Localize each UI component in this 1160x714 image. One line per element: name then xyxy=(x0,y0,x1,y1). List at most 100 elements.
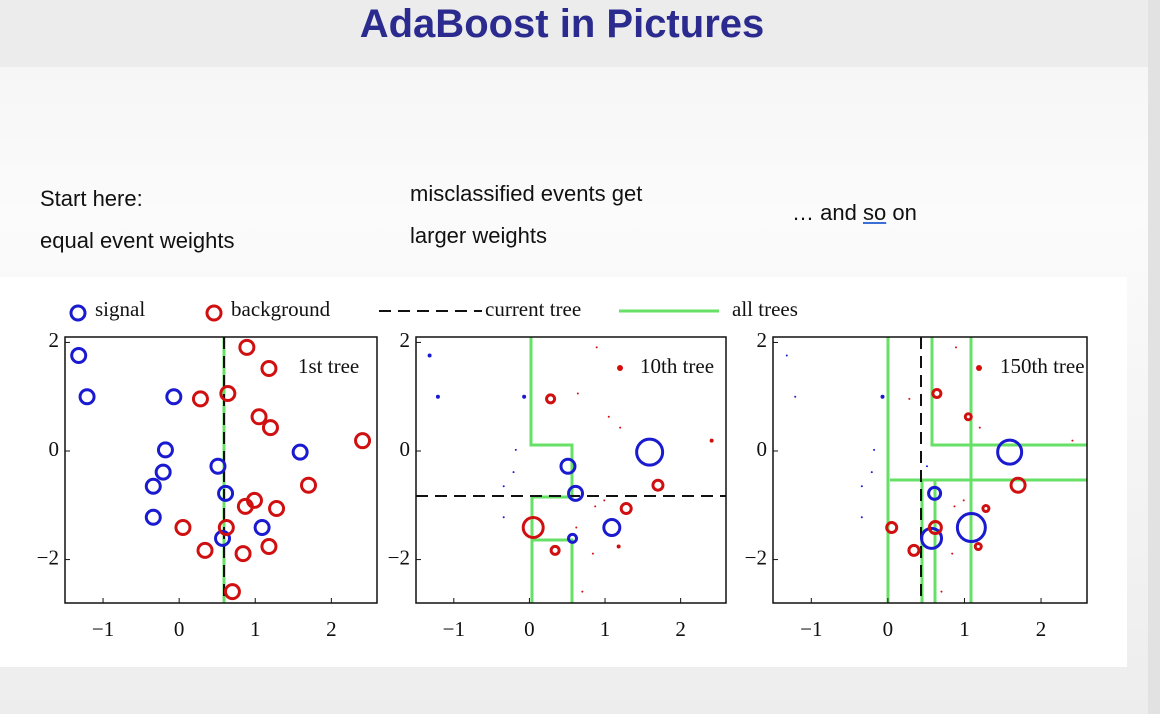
event-marker xyxy=(602,518,622,538)
event-marker xyxy=(885,521,899,535)
event-marker xyxy=(927,485,943,501)
x-tick-label: 0 xyxy=(524,617,535,641)
event-marker xyxy=(209,457,227,475)
event-marker xyxy=(785,354,788,357)
event-marker xyxy=(595,346,598,349)
event-marker xyxy=(962,499,965,502)
event-marker xyxy=(873,448,876,451)
event-marker xyxy=(925,465,928,468)
event-marker xyxy=(940,590,943,593)
x-tick-label: −1 xyxy=(443,617,465,641)
plot-frame xyxy=(772,336,1088,604)
event-marker xyxy=(908,397,911,400)
event-marker xyxy=(78,388,96,406)
event-marker xyxy=(238,338,256,356)
event-marker xyxy=(619,426,622,429)
tree-label: 10th tree xyxy=(640,354,714,378)
y-tick-label: 0 xyxy=(49,437,60,461)
event-marker xyxy=(907,543,921,557)
event-marker xyxy=(236,497,254,515)
x-tick-label: −1 xyxy=(92,617,114,641)
event-marker xyxy=(709,438,714,443)
event-marker xyxy=(567,532,579,544)
event-marker xyxy=(154,463,172,481)
event-marker xyxy=(144,477,162,495)
caption-line: … and xyxy=(792,200,857,225)
event-marker xyxy=(291,443,309,461)
event-marker xyxy=(268,500,286,518)
caption: Start here: equal event weights xyxy=(40,178,234,262)
event-marker xyxy=(981,504,991,514)
event-marker xyxy=(880,394,885,399)
event-marker xyxy=(576,392,579,395)
event-marker xyxy=(567,484,585,502)
event-marker xyxy=(354,432,372,450)
event-marker xyxy=(1009,476,1027,494)
legend-label: signal xyxy=(95,297,145,321)
y-tick-label: 2 xyxy=(49,328,60,352)
title-bar xyxy=(0,0,1148,67)
event-marker xyxy=(955,512,987,544)
slide-title: AdaBoost in Pictures xyxy=(359,2,765,46)
event-marker xyxy=(502,485,505,488)
legend-marker xyxy=(205,304,223,322)
event-marker xyxy=(219,384,237,402)
y-tick-label: 2 xyxy=(400,328,411,352)
event-marker xyxy=(214,529,232,547)
event-marker xyxy=(978,426,981,429)
legend-marker xyxy=(69,304,87,322)
event-marker xyxy=(217,484,235,502)
event-marker xyxy=(973,542,983,552)
event-marker xyxy=(545,393,557,405)
caption: misclassified events get larger weights xyxy=(410,173,642,257)
event-marker xyxy=(591,552,594,555)
event-marker xyxy=(794,395,797,398)
event-marker xyxy=(594,505,597,508)
event-marker xyxy=(617,367,620,370)
x-tick-label: 0 xyxy=(883,617,894,641)
caption-line: equal event weights xyxy=(40,228,235,253)
event-marker xyxy=(196,541,214,559)
event-marker xyxy=(977,367,980,370)
event-marker xyxy=(223,583,241,601)
event-marker xyxy=(250,408,268,426)
event-marker xyxy=(927,520,943,536)
event-marker xyxy=(549,544,561,556)
event-marker xyxy=(300,476,318,494)
legend-label: background xyxy=(231,297,331,321)
y-tick-label: 2 xyxy=(757,328,768,352)
tree-label-dot xyxy=(617,365,623,371)
boundary xyxy=(529,337,574,603)
event-marker xyxy=(860,516,863,519)
event-marker xyxy=(616,544,621,549)
legend-label: current tree xyxy=(485,297,581,321)
event-marker xyxy=(234,545,252,563)
event-marker xyxy=(575,526,578,529)
boundary xyxy=(886,337,1087,603)
event-marker xyxy=(581,590,584,593)
x-tick-label: 0 xyxy=(174,617,185,641)
y-tick-label: 0 xyxy=(400,437,411,461)
plot-frame xyxy=(64,336,378,604)
event-marker xyxy=(953,505,956,508)
event-marker xyxy=(996,438,1024,466)
event-marker xyxy=(603,499,606,502)
event-marker xyxy=(559,457,577,475)
caption: … and so on xyxy=(792,192,917,234)
event-marker xyxy=(619,502,633,516)
event-marker xyxy=(951,552,954,555)
event-marker xyxy=(260,538,278,556)
event-marker xyxy=(70,346,88,364)
event-marker xyxy=(260,359,278,377)
event-marker xyxy=(635,437,665,467)
event-marker xyxy=(512,471,515,474)
event-marker xyxy=(435,394,440,399)
event-marker xyxy=(144,508,162,526)
x-tick-label: 2 xyxy=(675,617,686,641)
plot-frame xyxy=(415,336,727,604)
event-marker xyxy=(217,519,235,537)
event-marker xyxy=(261,419,279,437)
event-marker xyxy=(870,471,873,474)
